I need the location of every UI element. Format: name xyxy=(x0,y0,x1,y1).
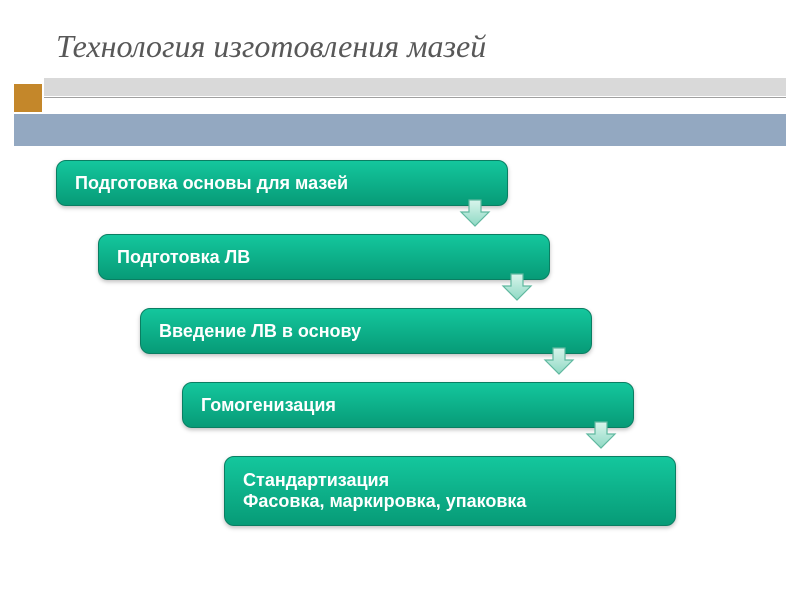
down-arrow-icon xyxy=(542,346,576,376)
slide: { "title": { "text": "Технология изготов… xyxy=(0,0,800,600)
step-text: Фасовка, маркировка, упаковка xyxy=(243,491,657,512)
process-step: Введение ЛВ в основу xyxy=(140,308,592,354)
bar-bottom xyxy=(14,114,786,146)
down-arrow-icon xyxy=(500,272,534,302)
process-step: СтандартизацияФасовка, маркировка, упако… xyxy=(224,456,676,526)
process-step: Подготовка ЛВ xyxy=(98,234,550,280)
step-text: Подготовка основы для мазей xyxy=(75,173,489,194)
down-arrow-icon xyxy=(584,420,618,450)
bar-top xyxy=(44,78,786,96)
process-step: Подготовка основы для мазей xyxy=(56,160,508,206)
step-text: Стандартизация xyxy=(243,470,657,491)
slide-title: Технология изготовления мазей xyxy=(0,0,800,73)
down-arrow-icon xyxy=(458,198,492,228)
accent-square xyxy=(14,84,42,112)
step-text: Гомогенизация xyxy=(201,395,615,416)
step-text: Подготовка ЛВ xyxy=(117,247,531,268)
divider-line xyxy=(44,97,786,98)
process-step: Гомогенизация xyxy=(182,382,634,428)
step-text: Введение ЛВ в основу xyxy=(159,321,573,342)
